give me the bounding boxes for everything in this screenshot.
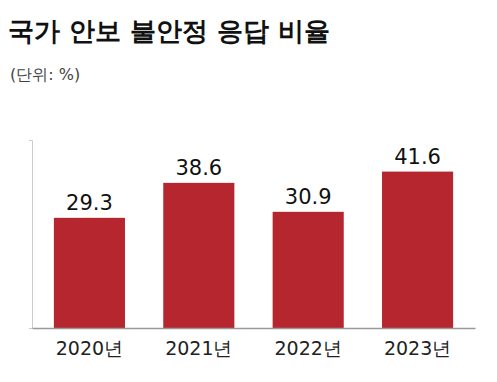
plot: 2020년 2021년 2022년 2023년 29.3 38.6 30.9 41.6 <box>29 141 476 360</box>
data-label: 41.6 <box>394 145 441 169</box>
bar <box>54 218 125 328</box>
bar <box>382 172 453 328</box>
bar <box>273 212 344 328</box>
bar <box>163 183 234 328</box>
y-axis <box>29 141 33 329</box>
x-tick: 2022년 <box>275 328 342 359</box>
title: 국가 안보 불안정 응답 비율 <box>8 16 330 46</box>
data-label: 38.6 <box>175 156 222 180</box>
y-tick-mark <box>29 140 32 141</box>
y-tick <box>29 140 32 141</box>
x-tick: 2020년 <box>56 328 123 359</box>
subtitle: (단위: %) <box>10 65 80 84</box>
data-label: 30.9 <box>285 185 332 209</box>
x-tick: 2021년 <box>165 328 232 359</box>
x-axis: 2020년 2021년 2022년 2023년 <box>33 328 476 359</box>
y-axis-line <box>29 141 33 329</box>
x-tick-label: 2023년 <box>384 337 451 359</box>
y-tick-mark <box>29 328 32 329</box>
data-labels: 29.3 38.6 30.9 41.6 <box>66 145 441 215</box>
x-axis-line <box>33 328 476 330</box>
x-tick-label: 2021년 <box>165 337 232 359</box>
data-label: 29.3 <box>66 191 113 215</box>
y-tick <box>29 328 32 329</box>
bars <box>54 172 453 328</box>
x-tick: 2023년 <box>384 328 451 359</box>
chart: 국가 안보 불안정 응답 비율(단위: %)2020년2021년2022년202… <box>0 0 497 382</box>
x-tick-label: 2022년 <box>275 337 342 359</box>
x-tick-label: 2020년 <box>56 337 123 359</box>
